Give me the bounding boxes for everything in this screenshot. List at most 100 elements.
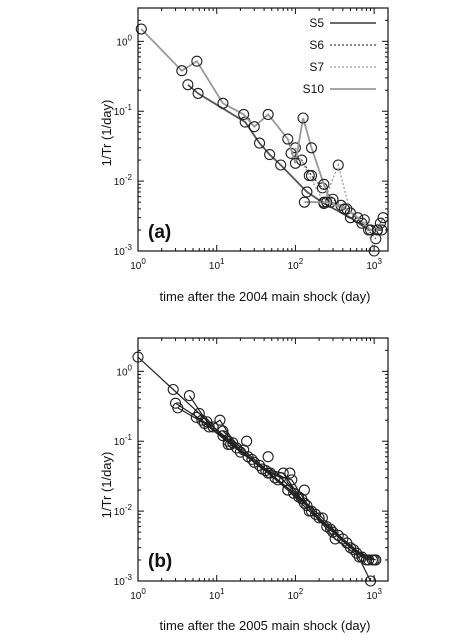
data-point-b	[329, 533, 341, 545]
series-line-b-3	[188, 395, 367, 561]
data-point-a	[305, 170, 318, 182]
data-point-b	[262, 451, 274, 463]
y-tick-label: 10-1	[114, 103, 133, 118]
data-point-b	[172, 402, 184, 414]
x-tick-label: 100	[130, 257, 146, 272]
chart-b-frame	[137, 337, 389, 582]
chart-panel-a: 1/Tr (1/day) time after the 2004 main sh…	[99, 7, 389, 304]
data-point-a	[248, 121, 260, 133]
series-line-b-4	[195, 416, 375, 561]
chart-b-ylabel: 1/Tr (1/day)	[99, 452, 114, 519]
x-tick-label: 100	[130, 587, 146, 602]
data-point-a	[253, 137, 266, 149]
data-point-a	[297, 112, 309, 124]
series-line-b-6	[222, 430, 360, 558]
data-point-a	[374, 217, 386, 229]
data-point-a	[289, 157, 301, 169]
chart-b-ticks: 100 101 102 103 10-3 10-2 10-1 100	[114, 337, 388, 602]
x-tick-label: 103	[366, 257, 382, 272]
data-point-b	[214, 414, 226, 426]
data-point-b	[203, 421, 215, 433]
data-point-a	[262, 108, 274, 120]
y-tick-label: 10-1	[114, 433, 133, 448]
legend-label: S6	[309, 38, 324, 52]
x-tick-label: 102	[288, 257, 304, 272]
data-point-b	[207, 421, 219, 433]
series-line-a-2	[294, 147, 375, 252]
data-point-a	[305, 142, 318, 154]
y-tick-label: 10-2	[114, 173, 133, 188]
chart-b-xlabel: time after the 2005 main shock (day)	[160, 618, 371, 633]
data-point-a	[301, 186, 313, 198]
data-point-b	[241, 435, 253, 447]
chart-b-panel-label: (b)	[148, 551, 172, 572]
chart-b-series	[132, 351, 382, 587]
data-point-b	[284, 467, 296, 479]
data-point-a	[352, 212, 364, 224]
data-point-a	[275, 159, 287, 171]
data-point-a	[298, 196, 310, 208]
data-point-b	[298, 484, 310, 496]
chart-a-ylabel: 1/Tr (1/day)	[99, 100, 114, 167]
data-point-b	[286, 474, 298, 486]
data-point-a	[192, 87, 204, 99]
data-point-a	[182, 79, 194, 91]
data-point-a	[176, 65, 188, 77]
series-line-a-4	[304, 201, 345, 210]
x-tick-label: 103	[366, 587, 382, 602]
y-tick-label: 10-3	[114, 573, 133, 588]
y-tick-label: 10-2	[114, 503, 133, 518]
x-tick-label: 101	[209, 587, 225, 602]
data-point-b	[248, 456, 260, 468]
series-line-a-3	[140, 28, 384, 231]
chart-a-series	[135, 23, 389, 257]
data-point-b	[370, 554, 382, 566]
series-line-b-0	[137, 356, 372, 582]
chart-a-xlabel: time after the 2004 main shock (day)	[160, 289, 371, 304]
data-point-a	[264, 148, 276, 161]
data-point-a	[371, 224, 383, 236]
data-point-a	[303, 170, 315, 182]
data-point-b	[217, 425, 229, 437]
data-point-b	[222, 438, 234, 450]
legend-label: S10	[303, 82, 325, 96]
data-point-b	[353, 551, 365, 563]
chart-a-panel-label: (a)	[148, 222, 171, 243]
data-point-a	[321, 196, 333, 208]
data-point-a	[332, 159, 344, 171]
data-point-b	[313, 512, 325, 524]
data-point-b	[264, 467, 276, 479]
data-point-a	[338, 203, 351, 215]
data-point-a	[217, 97, 229, 109]
chart-panel-b: 1/Tr (1/day) time after the 2005 main sh…	[99, 337, 389, 633]
data-point-b	[298, 497, 310, 509]
data-point-b	[183, 390, 195, 402]
data-point-b	[190, 411, 202, 423]
data-point-b	[282, 484, 294, 496]
x-tick-label: 101	[209, 257, 225, 272]
chart-a-frame	[137, 7, 389, 252]
data-point-b	[246, 453, 258, 465]
data-point-b	[360, 554, 373, 566]
y-tick-label: 10-3	[114, 243, 133, 258]
y-tick-label: 100	[116, 363, 132, 378]
data-point-b	[277, 467, 289, 479]
data-point-b	[344, 542, 356, 554]
legend-label: S7	[309, 60, 324, 74]
data-point-a	[356, 217, 368, 229]
chart-a-legend: S5 S6 S7 S10	[303, 16, 376, 96]
data-point-a	[282, 133, 294, 145]
x-tick-label: 102	[288, 587, 304, 602]
data-point-a	[238, 108, 250, 120]
data-point-b	[167, 383, 179, 396]
data-point-a	[191, 55, 203, 67]
data-point-a	[370, 233, 382, 245]
data-point-a	[364, 224, 377, 236]
y-tick-label: 100	[116, 33, 132, 48]
data-point-a	[318, 178, 330, 190]
data-point-a	[135, 23, 147, 35]
series-line-b-5	[208, 419, 377, 561]
data-point-b	[309, 508, 322, 520]
legend-label: S5	[309, 16, 324, 30]
